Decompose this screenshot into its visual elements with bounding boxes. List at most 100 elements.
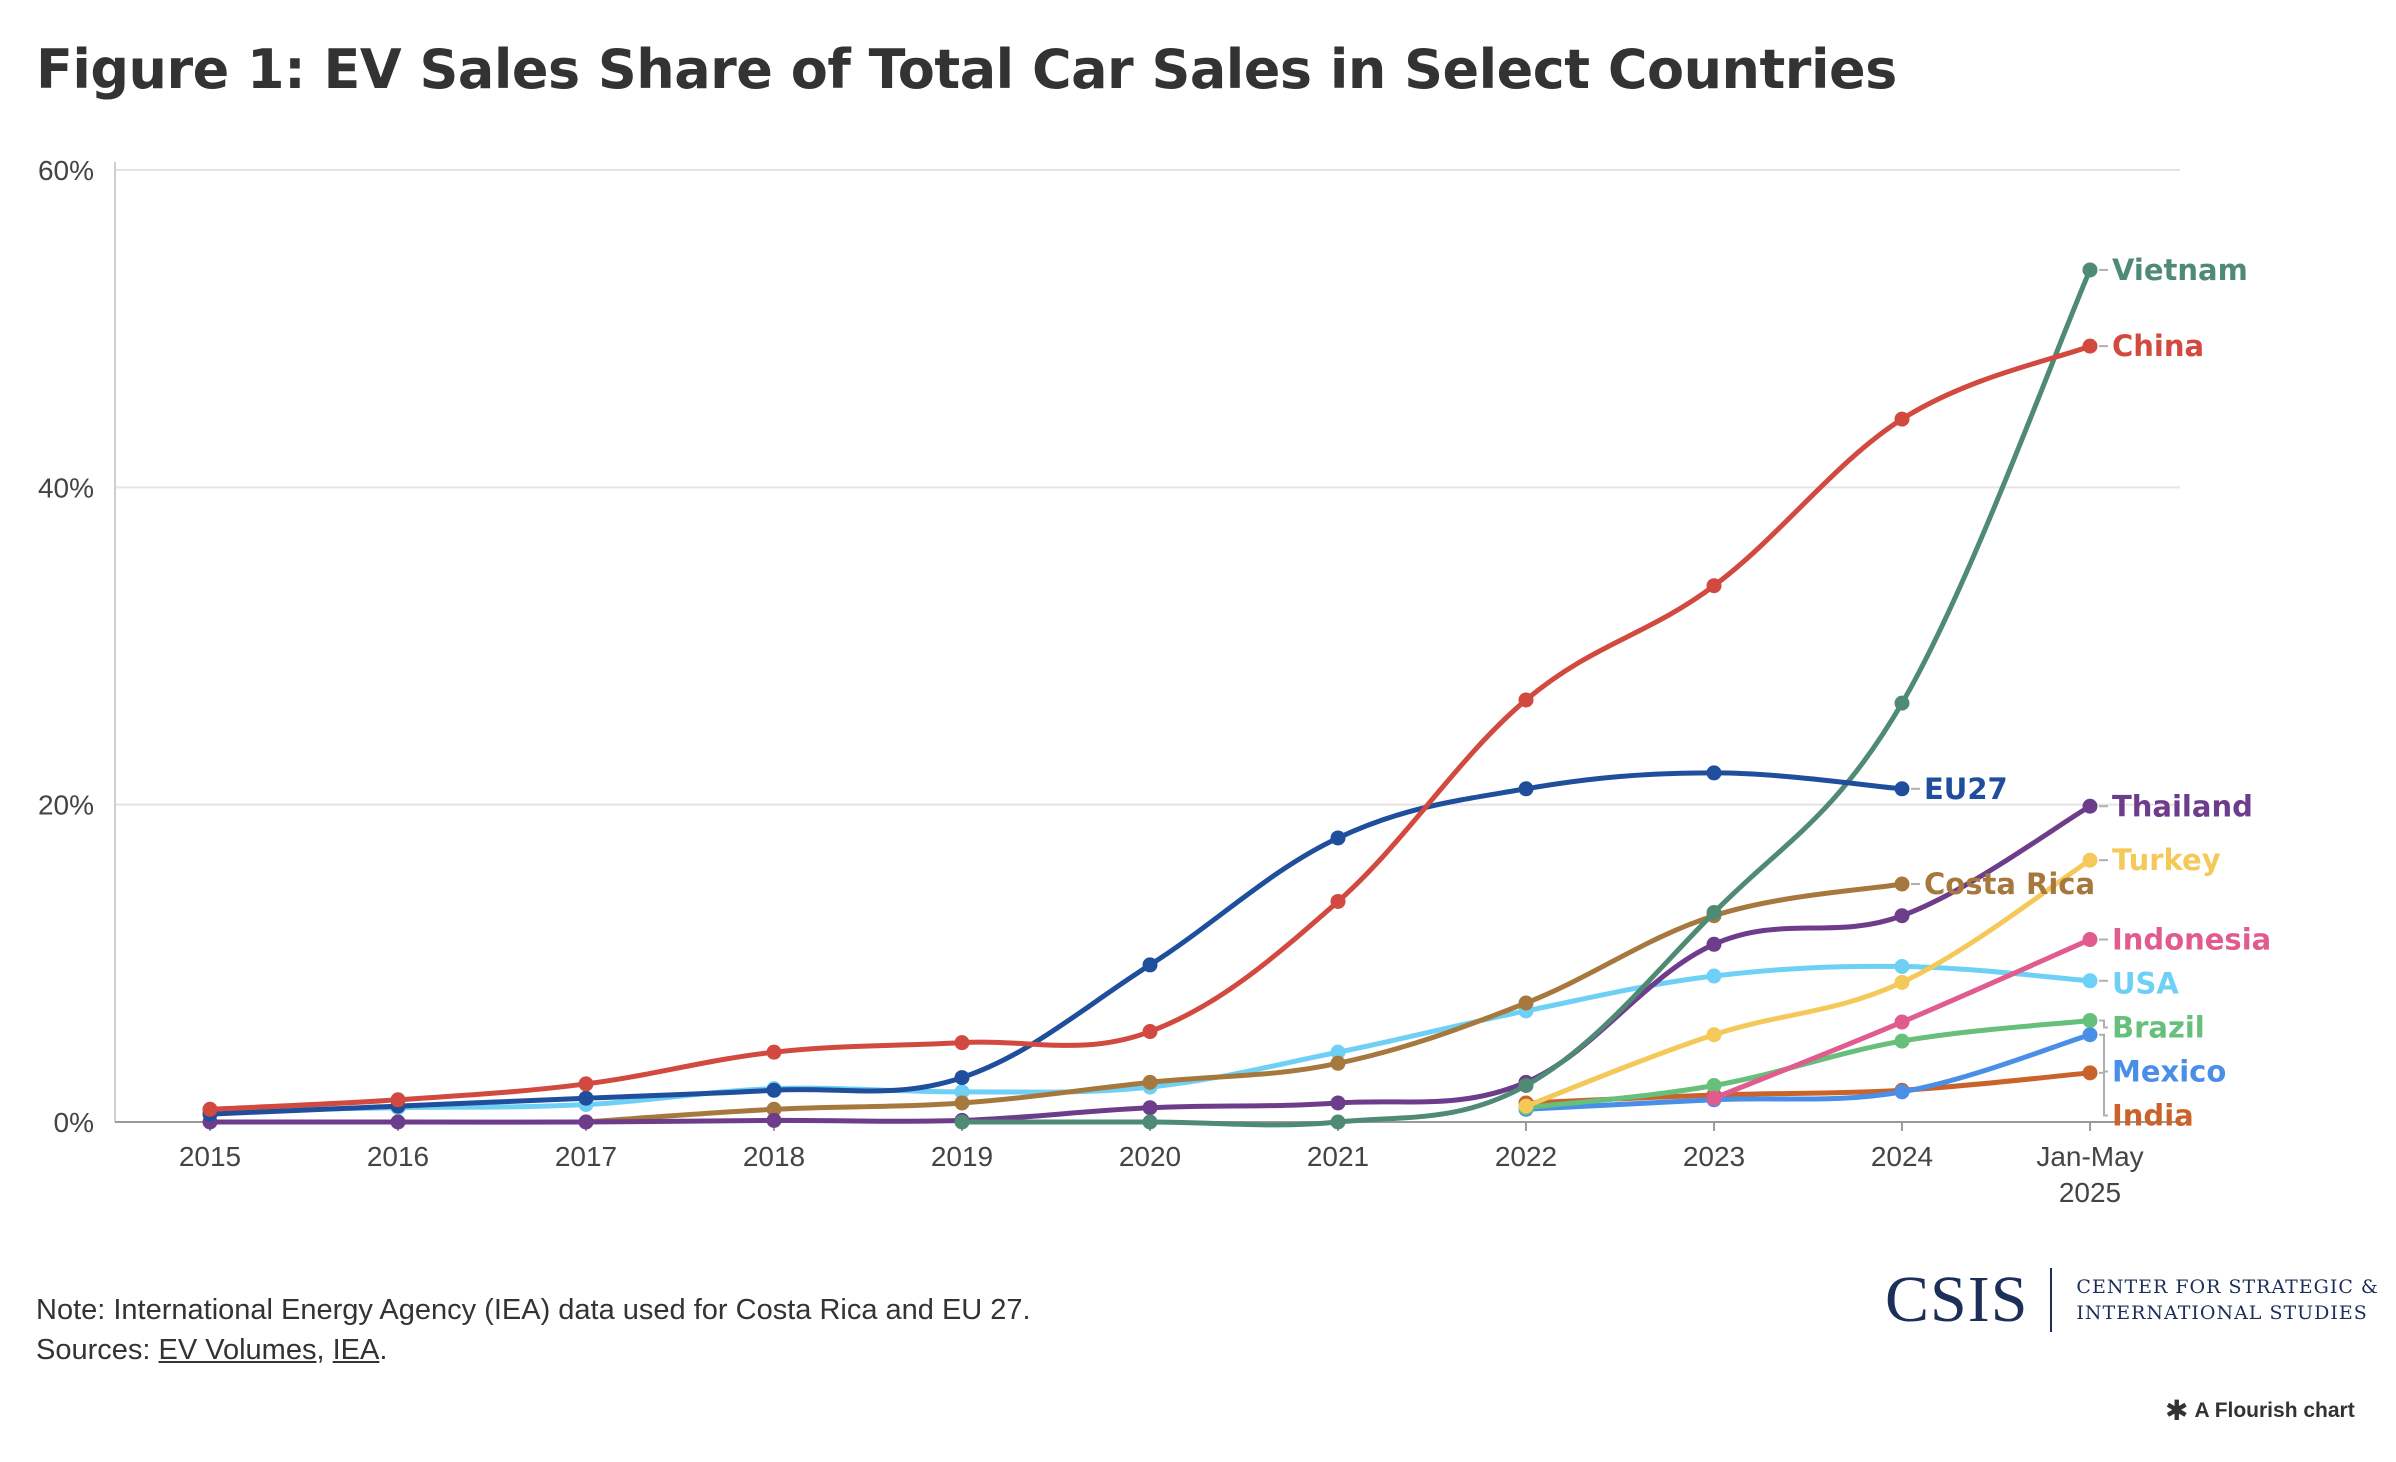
data-point-eu27 — [1330, 830, 1346, 846]
series-label-eu27: EU27 — [1924, 772, 2008, 806]
data-point-usa — [2082, 973, 2098, 989]
series-label-china: China — [2112, 329, 2204, 363]
data-point-costa-rica — [1142, 1074, 1158, 1090]
csis-logo-mark: CSIS — [1885, 1263, 2029, 1336]
data-point-indonesia — [1706, 1090, 1722, 1106]
chart-note: Note: International Energy Agency (IEA) … — [36, 1290, 1031, 1370]
series-line-costa-rica — [583, 881, 1905, 1125]
label-leader-mexico — [2099, 1033, 2108, 1073]
series-line-eu27 — [207, 770, 1905, 1117]
data-point-turkey — [1894, 974, 1910, 990]
data-point-vietnam — [1706, 905, 1722, 921]
x-tick-label: Jan-May 2025 — [2036, 1141, 2143, 1208]
page-title: Figure 1: EV Sales Share of Total Car Sa… — [36, 38, 1897, 101]
series-labels: India Mexico Brazil USA Indonesia Costa Rica T… — [1911, 253, 2271, 1133]
series-label-turkey: Turkey — [2112, 843, 2221, 877]
data-point-costa-rica — [1330, 1055, 1346, 1071]
data-point-china — [1706, 578, 1722, 594]
series-mexico — [1518, 1027, 2098, 1117]
series-line-turkey — [1523, 857, 2093, 1109]
data-point-turkey — [2082, 852, 2098, 868]
data-point-eu27 — [1142, 957, 1158, 973]
data-point-china — [578, 1076, 594, 1092]
data-point-china — [766, 1044, 782, 1060]
data-point-vietnam — [1142, 1114, 1158, 1130]
x-tick-label: 2022 — [1495, 1141, 1557, 1172]
series-china — [202, 338, 2098, 1117]
x-tick-label: 2023 — [1683, 1141, 1745, 1172]
data-point-china — [1142, 1024, 1158, 1040]
sources-line: Sources: EV Volumes, IEA. — [36, 1330, 1031, 1370]
flourish-credit[interactable]: ✱ A Flourish chart — [2165, 1394, 2355, 1427]
series-label-indonesia: Indonesia — [2112, 923, 2271, 957]
series-lines — [202, 262, 2098, 1130]
series-eu27 — [202, 765, 1910, 1122]
data-point-costa-rica — [954, 1095, 970, 1111]
y-tick-label: 60% — [38, 155, 94, 186]
data-point-usa — [1894, 959, 1910, 975]
y-tick-label: 20% — [38, 790, 94, 821]
data-point-india — [2082, 1065, 2098, 1081]
logo-divider — [2050, 1268, 2053, 1332]
data-point-thailand — [1330, 1095, 1346, 1111]
label-leader-brazil — [2099, 1019, 2108, 1029]
data-point-china — [390, 1092, 406, 1108]
line-chart: 0% 20% 40% 60% 2015 2016 2017 2018 2019 2020 2021 2… — [38, 155, 2271, 1208]
sources-prefix: Sources: — [36, 1334, 159, 1366]
series-label-vietnam: Vietnam — [2112, 253, 2248, 287]
series-line-mexico — [1523, 1032, 2093, 1112]
x-tick-label: 2024 — [1871, 1141, 1933, 1172]
series-turkey — [1518, 852, 2098, 1114]
series-label-costa-rica: Costa Rica — [1924, 867, 2095, 901]
data-point-thailand — [766, 1112, 782, 1128]
data-point-indonesia — [2082, 932, 2098, 948]
x-tick-label: 2021 — [1307, 1141, 1369, 1172]
data-point-thailand — [578, 1114, 594, 1130]
asterisk-icon: ✱ — [2165, 1395, 2189, 1426]
x-tick-label: 2015 — [179, 1141, 241, 1172]
data-point-china — [202, 1101, 218, 1117]
series-label-usa: USA — [2112, 967, 2179, 1001]
logo-line-2: INTERNATIONAL STUDIES — [2076, 1302, 2368, 1324]
data-point-usa — [954, 1084, 970, 1100]
data-point-costa-rica — [1518, 995, 1534, 1011]
csis-logo: CSIS CENTER FOR STRATEGIC & INTERNATIONA… — [1885, 1263, 2379, 1336]
data-point-china — [1518, 692, 1534, 708]
y-tick-label: 0% — [54, 1107, 94, 1138]
data-point-brazil — [1894, 1033, 1910, 1049]
data-point-eu27 — [954, 1070, 970, 1086]
data-point-vietnam — [954, 1114, 970, 1130]
series-vietnam — [954, 262, 2098, 1130]
data-point-vietnam — [1894, 695, 1910, 711]
data-point-eu27 — [766, 1082, 782, 1098]
series-costa-rica — [578, 876, 1910, 1130]
series-label-thailand: Thailand — [2112, 789, 2253, 823]
note-text: Note: International Energy Agency (IEA) … — [36, 1294, 1031, 1326]
data-point-thailand — [1142, 1100, 1158, 1116]
x-tick-label: 2016 — [367, 1141, 429, 1172]
flourish-label: A Flourish chart — [2194, 1398, 2355, 1422]
data-point-thailand — [2082, 798, 2098, 814]
data-point-vietnam — [1330, 1114, 1346, 1130]
series-label-mexico: Mexico — [2112, 1055, 2226, 1089]
data-point-eu27 — [1706, 765, 1722, 781]
data-point-vietnam — [1518, 1078, 1534, 1094]
data-point-eu27 — [578, 1090, 594, 1106]
data-point-eu27 — [1894, 781, 1910, 797]
data-point-costa-rica — [1894, 876, 1910, 892]
source-link-iea[interactable]: IEA — [332, 1334, 380, 1366]
series-label-india: India — [2112, 1099, 2194, 1133]
gridlines — [115, 169, 2180, 1123]
data-point-mexico — [2082, 1027, 2098, 1043]
series-indonesia — [1706, 932, 2098, 1106]
sources-separator: , — [316, 1334, 333, 1366]
x-tick-label: 2017 — [555, 1141, 617, 1172]
source-link-ev-volumes[interactable]: EV Volumes — [158, 1334, 317, 1366]
data-point-brazil — [1706, 1078, 1722, 1094]
data-point-mexico — [1894, 1084, 1910, 1100]
series-line-thailand — [207, 803, 2093, 1125]
csis-logo-text: CENTER FOR STRATEGIC & INTERNATIONAL STU… — [2076, 1274, 2378, 1326]
sources-suffix: . — [379, 1334, 388, 1366]
series-line-china — [207, 343, 2093, 1112]
data-point-china — [1894, 411, 1910, 427]
